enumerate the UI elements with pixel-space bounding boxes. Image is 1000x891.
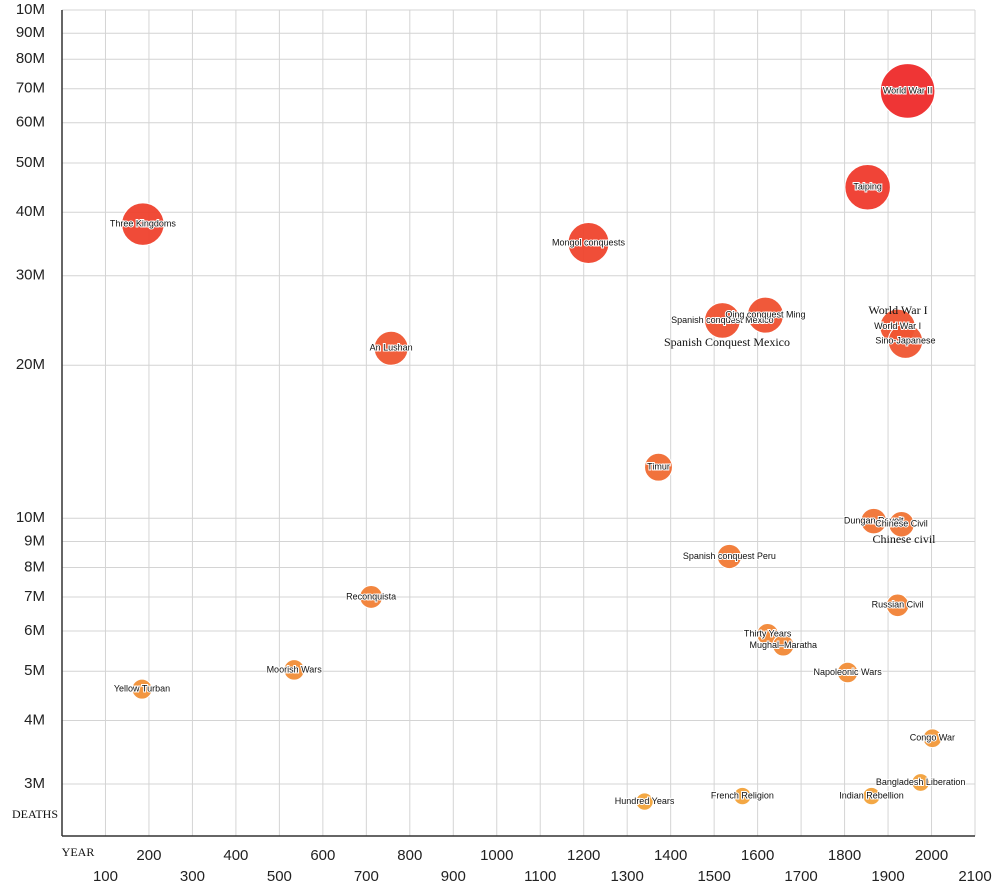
x-tick-label: 1600 — [741, 847, 774, 864]
bubble — [922, 728, 943, 749]
y-tick-label: 3M — [24, 775, 45, 792]
bubble-label: Indian Rebellion — [839, 790, 904, 800]
y-tick-label: 7M — [24, 588, 45, 605]
bubble — [733, 786, 752, 806]
x-tick-label: 1900 — [871, 868, 904, 885]
bubble — [131, 678, 153, 700]
y-tick-label: 8M — [24, 558, 45, 575]
x-tick-label: 1300 — [611, 868, 644, 885]
y-tick-label: 50M — [16, 154, 45, 171]
x-tick-label: 1800 — [828, 847, 861, 864]
bubble-label: An Lushan — [370, 343, 413, 353]
bubble-label: Congo War — [910, 733, 955, 743]
annotation: Chinese civil — [873, 532, 937, 546]
x-tick-label: 2000 — [915, 847, 948, 864]
x-tick-label: 2100 — [958, 868, 991, 885]
y-tick-label: 60M — [16, 114, 45, 131]
bubble-label: World War II — [883, 85, 933, 95]
x-tick-label: 800 — [397, 847, 422, 864]
bubble-label: Reconquista — [346, 591, 396, 601]
bubble-label: Moorish Wars — [267, 664, 323, 674]
bubble — [716, 543, 742, 570]
bubble — [772, 634, 795, 657]
bubble-label: Sino-Japanese — [875, 336, 935, 346]
bubble-label: Mongol conquests — [552, 237, 626, 247]
y-tick-label: 10M — [16, 509, 45, 526]
x-tick-label: 600 — [310, 847, 335, 864]
y-tick-label: 6M — [24, 622, 45, 639]
x-tick-label: 1400 — [654, 847, 687, 864]
bubble — [746, 296, 784, 334]
x-tick-label: 100 — [93, 868, 118, 885]
bubble — [887, 323, 924, 359]
bubble — [121, 202, 165, 246]
y-tick-label: 70M — [16, 80, 45, 97]
y-tick-label: 80M — [16, 50, 45, 67]
y-tick-label: 9M — [24, 532, 45, 549]
bubble — [844, 163, 891, 211]
bubble — [836, 661, 859, 684]
bubble-label: Qing conquest Ming — [725, 309, 805, 319]
bubble-label: French Religion — [711, 790, 774, 800]
x-tick-label: 700 — [354, 868, 379, 885]
bubble-label: Spanish conquest Mexico — [671, 315, 774, 325]
bubble-label: Hundred Years — [615, 796, 675, 806]
bubble — [879, 63, 936, 119]
x-tick-label: 300 — [180, 868, 205, 885]
bubble — [635, 792, 654, 811]
bubble-label: Timur — [647, 462, 670, 472]
bubble-label: Napoleonic Wars — [814, 667, 883, 677]
x-tick-label: 200 — [136, 847, 161, 864]
bubble-label: Dungan Revolt — [844, 515, 904, 525]
bubble-label: Mughal–Maratha — [749, 640, 817, 650]
x-tick-label: 1700 — [784, 868, 817, 885]
x-tick-label: 1500 — [697, 868, 730, 885]
annotation: Spanish Conquest Mexico — [664, 335, 790, 349]
bubble — [888, 511, 915, 538]
bubble — [756, 623, 779, 646]
bubble-label: Yellow Turban — [114, 684, 170, 694]
y-tick-label: 20M — [16, 356, 45, 373]
bubble — [885, 593, 910, 618]
y-tick-label: 30M — [16, 267, 45, 284]
bubble-label: Chinese Civil — [875, 519, 928, 529]
annotation: World War I — [868, 303, 927, 317]
bubble — [567, 221, 610, 265]
bubble — [283, 659, 305, 681]
y-tick-label: 5M — [24, 662, 45, 679]
bubble-label: Bangladesh Liberation — [876, 777, 966, 787]
bubble-label: Taiping — [853, 182, 882, 192]
bubble-label: Russian Civil — [872, 600, 924, 610]
bubble-label: Three Kingdoms — [110, 219, 177, 229]
bubble-label: Thirty Years — [744, 629, 792, 639]
y-tick-label: 90M — [16, 24, 45, 41]
bubble-label: Spanish conquest Peru — [683, 551, 776, 561]
y-tick-label: 40M — [16, 203, 45, 220]
bubble — [704, 302, 741, 339]
x-tick-label: 500 — [267, 868, 292, 885]
x-tick-label: 900 — [441, 868, 466, 885]
bubble — [359, 585, 384, 609]
x-tick-label: 1100 — [524, 868, 556, 885]
bubble — [860, 507, 887, 535]
x-tick-label: 1200 — [567, 847, 600, 864]
x-tick-label: 400 — [223, 847, 248, 864]
y-tick-label: 4M — [24, 711, 45, 728]
y-tick-label: 10M — [16, 1, 45, 18]
bubble-label: World War I — [874, 321, 921, 331]
bubble — [911, 773, 931, 792]
x-axis-label: YEAR — [62, 845, 95, 859]
bubble — [644, 452, 673, 482]
bubble — [373, 330, 409, 366]
x-tick-label: 1000 — [480, 847, 513, 864]
bubble — [862, 786, 881, 806]
y-axis-label: DEATHS — [12, 807, 58, 821]
